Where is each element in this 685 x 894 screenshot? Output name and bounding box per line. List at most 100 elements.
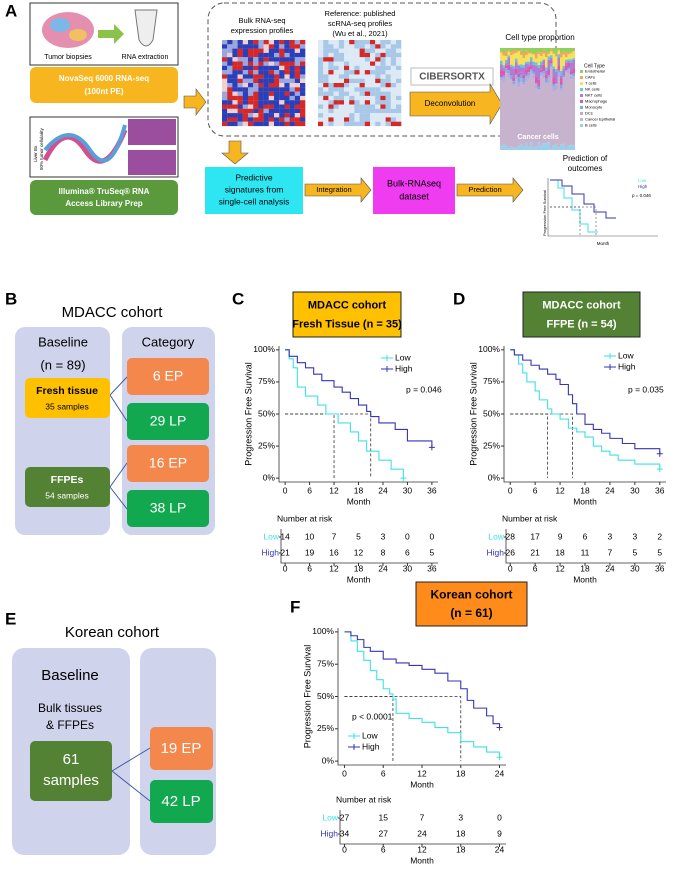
label: 50% tumor cellularity	[39, 127, 44, 170]
bar-segment	[565, 57, 568, 60]
heatmap-cell	[237, 91, 243, 96]
heatmap-cell	[370, 95, 376, 101]
bar-segment	[507, 70, 510, 74]
heatmap-cell	[323, 61, 329, 66]
x-tick-label: 0	[283, 485, 288, 495]
heatmap-cell	[294, 52, 301, 58]
tissue-icon	[69, 29, 87, 41]
panel-letter: C	[232, 289, 244, 308]
bar-segment	[557, 48, 560, 50]
heatmap-cell	[274, 74, 280, 79]
heatmap-cell	[338, 74, 345, 79]
heatmap-cell	[300, 57, 306, 62]
heatmap-cell	[242, 44, 249, 49]
heatmap-cell	[375, 70, 381, 75]
bar-segment	[557, 50, 560, 55]
heatmap-cell	[396, 113, 402, 118]
bar-segment	[517, 48, 520, 50]
heatmap-cell	[318, 83, 324, 88]
panel-letter: E	[5, 609, 16, 628]
heatmap-cell	[263, 65, 269, 71]
heatmap-cell	[227, 95, 233, 101]
label: Bulk tissues	[38, 701, 102, 715]
bar-segment	[515, 68, 518, 75]
heatmap-cell	[380, 52, 386, 58]
bar-segment	[562, 143, 565, 150]
risk-axis	[280, 529, 438, 564]
heatmap-cell	[380, 48, 386, 53]
heatmap-cell	[349, 95, 355, 101]
bar-segment	[552, 48, 555, 52]
bar-segment	[540, 73, 543, 77]
heatmap-cell	[268, 121, 275, 127]
bar-segment	[530, 57, 533, 62]
heatmap-cell	[274, 57, 280, 62]
bar-segment	[502, 77, 505, 82]
bar-segment	[522, 78, 525, 83]
bar-segment	[557, 77, 560, 148]
heatmap-cell	[354, 100, 360, 105]
bar-segment	[547, 48, 550, 53]
bar-segment	[527, 48, 530, 53]
bar-segment	[535, 66, 538, 78]
heatmap-cell	[253, 40, 259, 45]
heatmap-cell	[390, 117, 397, 122]
dataset-box	[373, 167, 455, 214]
heatmap-cell	[390, 61, 397, 66]
label: Baseline	[38, 334, 88, 349]
heatmap-cell	[370, 108, 376, 114]
heatmap-cell	[333, 95, 339, 101]
heatmap-cell	[300, 104, 306, 109]
heatmap-cell	[318, 108, 324, 114]
tube-icon	[134, 9, 158, 47]
heatmap-cell	[349, 108, 355, 114]
heatmap-cell	[227, 108, 233, 114]
heatmap-cell	[380, 100, 386, 105]
heatmap-cell	[300, 87, 306, 92]
heatmap-cell	[284, 57, 290, 62]
bar-segment	[552, 66, 555, 69]
heatmap-cell	[232, 65, 238, 71]
library-box	[30, 180, 178, 215]
bar-segment	[527, 53, 530, 62]
bar-segment	[515, 52, 518, 59]
y-tick-label: 100%	[253, 344, 275, 354]
label: (n = 89)	[40, 357, 85, 372]
heatmap-cell	[242, 65, 249, 71]
heatmap-cell	[375, 48, 381, 53]
heatmap-cell	[289, 61, 295, 66]
heatmap-cell	[390, 78, 397, 84]
heatmap-cell	[344, 70, 350, 75]
heatmap-cell	[289, 74, 295, 79]
heatmap-cell	[359, 91, 365, 96]
arrow	[98, 24, 124, 44]
heatmap-cell	[380, 83, 386, 88]
heatmap-cell	[318, 121, 324, 127]
heatmap-cell	[390, 74, 397, 79]
heatmap-cell	[222, 48, 228, 53]
heatmap-cell	[333, 100, 339, 105]
heatmap-cell	[318, 95, 324, 101]
legend-label: B cells	[585, 123, 597, 128]
bar-segment	[515, 148, 518, 150]
bar-segment	[555, 89, 558, 144]
heatmap-cell	[370, 121, 376, 127]
heatmap-cell	[222, 104, 228, 109]
heatmap-cell	[390, 48, 397, 53]
heatmap-cell	[344, 48, 350, 53]
bar-segment	[562, 51, 565, 55]
heatmap-cell	[274, 52, 280, 58]
heatmap-cell	[294, 61, 301, 66]
heatmap-cell	[258, 57, 264, 62]
heatmap-cell	[370, 100, 376, 105]
heatmap-cell	[364, 65, 371, 71]
bar-segment	[555, 72, 558, 82]
legend-label: Cancer Epithelial	[585, 117, 615, 122]
risk-value: 5	[632, 547, 637, 557]
heatmap-cell	[258, 91, 264, 96]
label: 6 EP	[153, 368, 183, 384]
heatmap-cell	[364, 52, 371, 58]
heatmap-cell	[258, 48, 264, 53]
heatmap-cell	[328, 61, 334, 66]
heatmap-cell	[227, 100, 233, 105]
